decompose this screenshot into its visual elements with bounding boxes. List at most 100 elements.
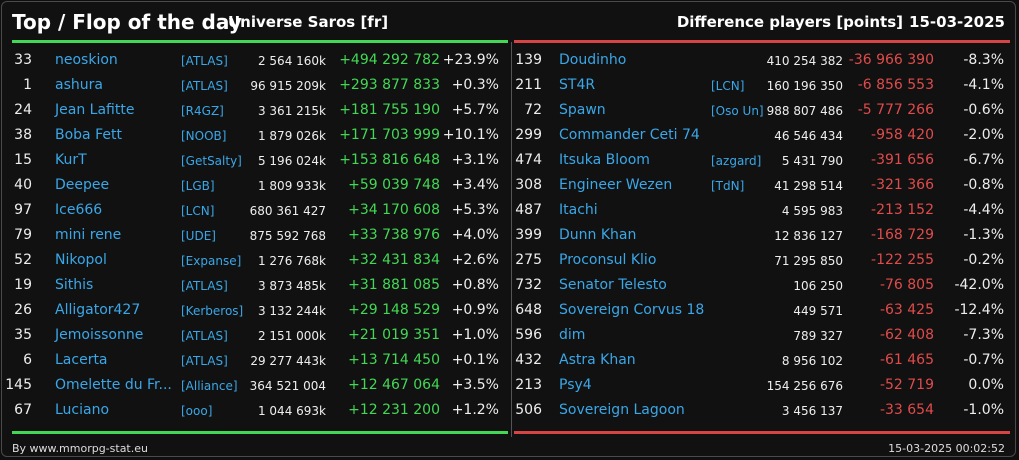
alliance-tag-link[interactable]: [ATLAS] (181, 354, 228, 368)
player-rank: 15 (14, 152, 32, 168)
points-difference: -321 366 (871, 177, 934, 193)
alliance-tag-link[interactable]: [UDE] (181, 229, 216, 243)
player-name-link[interactable]: mini rene (55, 227, 122, 243)
alliance-tag-link[interactable]: [Kerberos] (181, 304, 244, 318)
table-row: 79 mini rene [UDE] 875 592 768 +33 738 976 +4… (2, 225, 502, 250)
player-rank: 275 (515, 252, 542, 268)
player-name-link[interactable]: Engineer Wezen (559, 177, 673, 193)
player-name-link[interactable]: Nikopol (55, 252, 107, 268)
player-name-link[interactable]: Commander Ceti 74 (559, 127, 700, 143)
points-difference: -61 465 (879, 352, 934, 368)
player-name-link[interactable]: dim (559, 327, 586, 343)
alliance-tag-link[interactable]: [ATLAS] (181, 329, 228, 343)
alliance-tag-link[interactable]: [LCN] (711, 79, 745, 93)
player-name-link[interactable]: Alligator427 (55, 302, 141, 318)
player-name-link[interactable]: Sithis (55, 277, 94, 293)
percent-change: -7.3% (963, 327, 1004, 343)
percent-change: -0.8% (963, 177, 1004, 193)
player-name-link[interactable]: Itachi (559, 202, 598, 218)
alliance-tag-link[interactable]: [TdN] (711, 179, 745, 193)
table-row: 432 Astra Khan 8 956 102 -61 465 -0.7% (504, 350, 1004, 375)
alliance-tag-link[interactable]: [ATLAS] (181, 79, 228, 93)
table-row: 145 Omelette du Fr... [Alliance] 364 521 00… (2, 375, 502, 400)
player-points: 96 915 209k (250, 79, 326, 93)
table-row: 308 Engineer Wezen [TdN] 41 298 514 -321 366… (504, 175, 1004, 200)
player-name-link[interactable]: Itsuka Bloom (559, 152, 650, 168)
alliance-tag-link[interactable]: [NOOB] (181, 129, 227, 143)
percent-change: -2.0% (963, 127, 1004, 143)
player-name-link[interactable]: Ice666 (55, 202, 103, 218)
player-name-link[interactable]: Senator Telesto (559, 277, 667, 293)
player-name-link[interactable]: Sovereign Lagoon (559, 402, 685, 418)
points-difference: +32 431 834 (348, 252, 440, 268)
player-name-link[interactable]: Jean Lafitte (55, 102, 135, 118)
alliance-tag-link[interactable]: [LGB] (181, 179, 215, 193)
player-name-link[interactable]: Sovereign Corvus 18 (559, 302, 705, 318)
player-name-link[interactable]: Omelette du Fr... (55, 377, 172, 393)
points-difference: +29 148 529 (348, 302, 440, 318)
table-row: 52 Nikopol [Expanse] 1 276 768k +32 431 834 +… (2, 250, 502, 275)
player-rank: 1 (23, 77, 32, 93)
player-rank: 24 (14, 102, 32, 118)
points-difference: -168 729 (871, 227, 934, 243)
player-name-link[interactable]: Jemoissonne (55, 327, 144, 343)
alliance-tag-link[interactable]: [Expanse] (181, 254, 242, 268)
player-name-link[interactable]: Dunn Khan (559, 227, 637, 243)
player-rank: 596 (515, 327, 542, 343)
player-name-link[interactable]: KurT (55, 152, 87, 168)
player-points: 1 276 768k (257, 254, 326, 268)
table-row: 97 Ice666 [LCN] 680 361 427 +34 170 608 +5.3% (2, 200, 502, 225)
alliance-tag-link[interactable]: [Alliance] (181, 379, 238, 393)
alliance-tag-link[interactable]: [Oso Un] (711, 104, 764, 118)
percent-change: +3.1% (451, 152, 499, 168)
player-name-link[interactable]: Astra Khan (559, 352, 636, 368)
table-row: 211 ST4R [LCN] 160 196 350 -6 856 553 -4.1% (504, 75, 1004, 100)
player-name-link[interactable]: Lacerta (55, 352, 108, 368)
player-rank: 145 (5, 377, 32, 393)
points-difference: -6 856 553 (857, 77, 934, 93)
alliance-tag-link[interactable]: [R4GZ] (181, 104, 224, 118)
points-difference: -36 966 390 (848, 52, 934, 68)
percent-change: -4.1% (963, 77, 1004, 93)
points-difference: +21 019 351 (348, 327, 440, 343)
player-rank: 506 (515, 402, 542, 418)
player-name-link[interactable]: Proconsul Klio (559, 252, 657, 268)
alliance-tag-link[interactable]: [ooo] (181, 404, 213, 418)
player-name-link[interactable]: ST4R (559, 77, 596, 93)
alliance-tag-link[interactable]: [azgard] (711, 154, 762, 168)
player-name-link[interactable]: ashura (55, 77, 103, 93)
player-points: 1 809 933k (257, 179, 326, 193)
points-difference: -62 408 (879, 327, 934, 343)
player-name-link[interactable]: Luciano (55, 402, 110, 418)
player-name-link[interactable]: Spawn (559, 102, 606, 118)
points-difference: +171 703 999 (339, 127, 440, 143)
percent-change: +4.0% (451, 227, 499, 243)
player-name-link[interactable]: Doudinho (559, 52, 627, 68)
player-rank: 19 (14, 277, 32, 293)
difference-label: Difference players [points] (676, 13, 903, 31)
player-name-link[interactable]: Deepee (55, 177, 110, 193)
alliance-tag-link[interactable]: [GetSalty] (181, 154, 242, 168)
player-rank: 97 (14, 202, 32, 218)
player-points: 1 879 026k (257, 129, 326, 143)
player-points: 41 298 514 (774, 179, 843, 193)
player-rank: 487 (515, 202, 542, 218)
table-row: 139 Doudinho 410 254 382 -36 966 390 -8.3% (504, 50, 1004, 75)
percent-change: -4.4% (963, 202, 1004, 218)
player-name-link[interactable]: Boba Fett (55, 127, 122, 143)
player-points: 29 277 443k (250, 354, 326, 368)
player-rank: 67 (14, 402, 32, 418)
player-name-link[interactable]: neoskion (55, 52, 118, 68)
points-difference: +13 714 450 (348, 352, 440, 368)
player-points: 154 256 676 (766, 379, 843, 393)
percent-change: +10.1% (442, 127, 499, 143)
points-difference: +153 816 648 (339, 152, 440, 168)
player-name-link[interactable]: Psy4 (559, 377, 592, 393)
player-points: 988 807 486 (766, 104, 843, 118)
points-difference: +12 231 200 (348, 402, 440, 418)
alliance-tag-link[interactable]: [LCN] (181, 204, 215, 218)
alliance-tag-link[interactable]: [ATLAS] (181, 54, 228, 68)
table-row: 275 Proconsul Klio 71 295 850 -122 255 -0.2% (504, 250, 1004, 275)
alliance-tag-link[interactable]: [ATLAS] (181, 279, 228, 293)
points-difference: -5 777 266 (857, 102, 934, 118)
